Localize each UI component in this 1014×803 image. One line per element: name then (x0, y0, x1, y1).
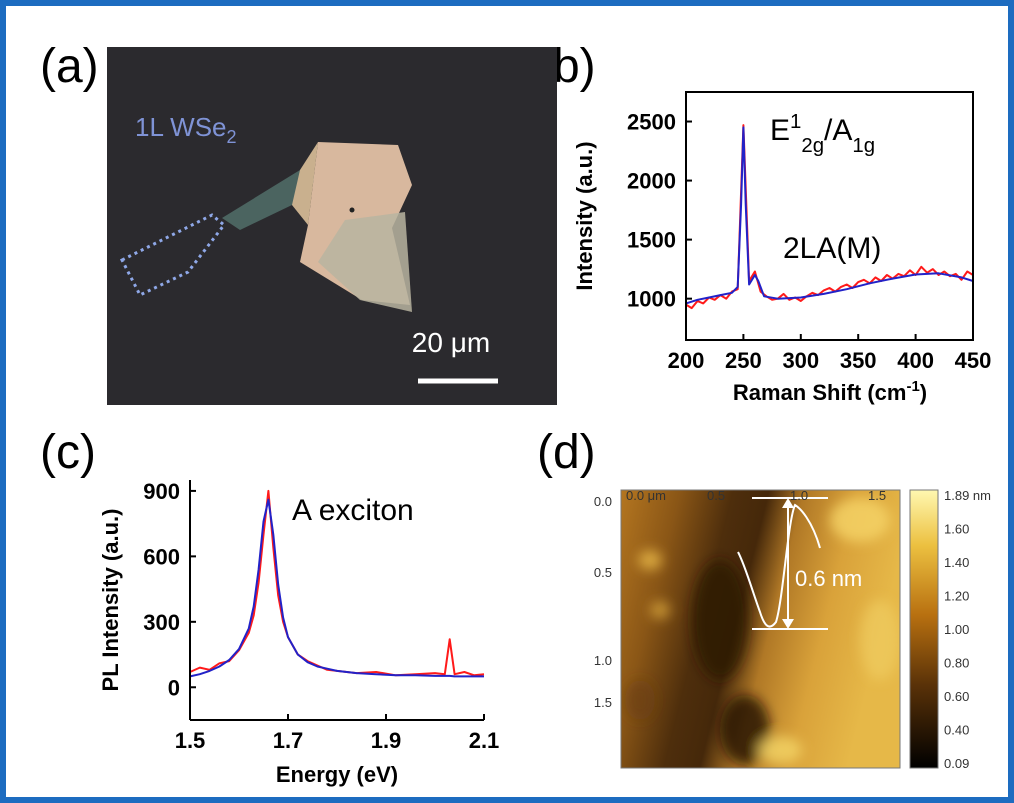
annotation-part: /A (824, 114, 852, 147)
annotation-part: 1g (852, 135, 875, 157)
y-tick-label: 0 (168, 675, 180, 700)
y-axis-title: PL Intensity (a.u.) (98, 509, 123, 692)
colorbar-label: 1.89 nm (944, 488, 991, 503)
y-tick-label: 1500 (627, 228, 676, 253)
x-tick-label: 1.7 (273, 728, 304, 753)
x-tick-label: 400 (897, 348, 934, 373)
panel-label: (d) (537, 426, 596, 479)
x-axis-title-part: ) (920, 380, 927, 405)
annotation: A exciton (292, 494, 414, 527)
annotation-part: 2g (801, 135, 824, 157)
colorbar-label: 1.40 (944, 555, 969, 570)
annotation-part: 2LA(M) (783, 232, 881, 265)
y-tick-label: 900 (143, 479, 180, 504)
y-tick-label: 2000 (627, 169, 676, 194)
x-tick-label: 450 (955, 348, 992, 373)
scale-bar-label: 20 μm (412, 327, 490, 358)
x-tick-label: 2.1 (469, 728, 500, 753)
colorbar (910, 490, 938, 768)
panel-label: (a) (40, 40, 99, 93)
y-tick-label: 2500 (627, 110, 676, 135)
annotation: 2LA(M) (783, 232, 881, 265)
colorbar-label: 1.20 (944, 589, 969, 604)
micrograph: 1L WSe2 20 μm (107, 47, 557, 405)
x-tick-label: 350 (840, 348, 877, 373)
y-tick-label: 300 (143, 610, 180, 635)
colorbar-label: 0.40 (944, 723, 969, 738)
y-tick-label: 600 (143, 544, 180, 569)
x-tick-label: 300 (782, 348, 819, 373)
y-tick-label: 1000 (627, 287, 676, 312)
x-tick-label: 250 (725, 348, 762, 373)
x-axis-title-part: Raman Shift (cm (733, 380, 907, 405)
annotation-part: A exciton (292, 494, 414, 527)
x-axis-title-part: Energy (eV) (276, 762, 398, 787)
colorbar-label: 1.00 (944, 622, 969, 637)
height-annotation: 0.6 nm (795, 566, 862, 591)
afm-image: 0.6 nm (621, 490, 938, 768)
colorbar-label: 0.09 (944, 756, 969, 771)
colorbar-label: 1.60 (944, 522, 969, 537)
afm-y-label: 1.5 (594, 695, 612, 710)
afm-x-label: 1.5 (868, 488, 886, 503)
afm-x-label: 0.0 μm (626, 488, 666, 503)
sample-label-sub: 2 (227, 127, 237, 147)
annotation-part: 1 (790, 111, 801, 133)
x-tick-label: 200 (668, 348, 705, 373)
x-axis-title: Raman Shift (cm-1) (733, 378, 927, 405)
colorbar-label: 0.60 (944, 689, 969, 704)
sample-label: 1L WSe2 (135, 112, 237, 147)
afm-x-label: 1.0 (790, 488, 808, 503)
colorbar-label: 0.80 (944, 656, 969, 671)
annotation-part: E (770, 114, 790, 147)
afm-y-label: 0.5 (594, 565, 612, 580)
x-tick-label: 1.9 (371, 728, 402, 753)
figure: (a) (b) (c) (d) 1L WSe2 20 μm (0, 0, 1014, 803)
afm-x-label: 0.5 (707, 488, 725, 503)
y-axis-title: Intensity (a.u.) (572, 141, 597, 290)
afm-y-label: 0.0 (594, 494, 612, 509)
sample-label-text: 1L WSe (135, 112, 227, 142)
x-axis-title-part: -1 (906, 378, 919, 395)
afm-y-label: 1.0 (594, 653, 612, 668)
x-tick-label: 1.5 (175, 728, 206, 753)
x-axis-title: Energy (eV) (276, 762, 398, 787)
panel-label: (c) (40, 426, 96, 479)
